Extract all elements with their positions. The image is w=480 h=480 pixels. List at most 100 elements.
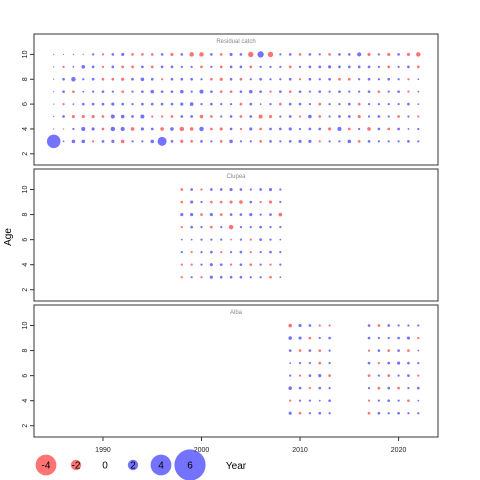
bubble (269, 225, 272, 229)
bubble (151, 115, 154, 118)
y-tick-label: 6 (22, 238, 29, 242)
bubble (289, 399, 292, 402)
bubble (190, 188, 194, 191)
bubble (269, 140, 272, 143)
bubble (279, 238, 282, 241)
bubble (279, 78, 282, 81)
bubble (229, 102, 233, 106)
bubble (180, 251, 183, 254)
bubble (239, 200, 243, 204)
bubble (239, 225, 243, 229)
bubble (387, 52, 391, 56)
y-tick-label: 4 (22, 127, 29, 131)
bubble (417, 90, 420, 93)
bubble (249, 65, 253, 69)
bubble (308, 114, 312, 119)
bubble (210, 127, 213, 131)
bubble (180, 65, 183, 68)
bubble (278, 90, 282, 94)
bubble (397, 90, 400, 94)
bubble (318, 361, 322, 365)
bubble (387, 77, 391, 81)
bubble (91, 114, 95, 119)
bubble (267, 51, 274, 58)
bubble (289, 362, 292, 365)
bubble (111, 65, 115, 69)
x-tick-label: 2010 (292, 447, 308, 454)
bubble (72, 53, 75, 56)
bubble (407, 115, 410, 118)
bubble (298, 349, 302, 352)
bubble (190, 65, 193, 68)
bubble (131, 102, 134, 106)
bubble (377, 78, 381, 81)
bubble (121, 65, 125, 69)
bubble (190, 140, 194, 143)
bubble (298, 374, 302, 377)
bubble (180, 102, 184, 106)
bubble (288, 102, 292, 106)
bubble (81, 102, 85, 106)
bubble (62, 128, 65, 130)
bubble (387, 386, 391, 390)
panel-title: Residual catch (216, 39, 255, 45)
bubble (258, 114, 263, 119)
bubble (239, 127, 243, 131)
bubble (239, 188, 243, 191)
bubble (120, 114, 125, 119)
bubble (377, 53, 381, 56)
bubble (407, 140, 410, 143)
bubble (248, 89, 253, 94)
bubble (249, 78, 252, 81)
bubble (199, 114, 204, 119)
bubble (229, 251, 233, 254)
bubble (259, 276, 262, 279)
bubble (279, 115, 282, 118)
bubble (377, 140, 381, 143)
bubble (298, 90, 302, 94)
bubble (318, 102, 322, 106)
bubble (220, 102, 223, 106)
bubble (190, 263, 193, 266)
bubble (210, 238, 213, 241)
bubble (288, 115, 292, 118)
bubble (180, 263, 183, 266)
panel-frame (33, 33, 439, 166)
panel-title: Alba (230, 310, 243, 316)
bubble (367, 90, 371, 94)
bubble (377, 102, 381, 106)
bubble (180, 53, 184, 56)
bubble (199, 89, 204, 94)
bubble (150, 139, 155, 144)
bubble (210, 53, 213, 56)
bubble (377, 374, 381, 377)
bubble (190, 115, 194, 118)
legend-bubble (150, 454, 172, 476)
bubble (82, 78, 85, 81)
bubble (318, 140, 321, 143)
bubble (209, 263, 213, 267)
bubble (111, 53, 115, 56)
bubble (298, 139, 302, 143)
y-tick-label: 6 (22, 102, 29, 106)
y-tick-label: 6 (22, 374, 29, 378)
bubble (377, 127, 381, 131)
legend-bubble (35, 454, 57, 476)
bubble (318, 399, 321, 402)
panel-residual-catch: Residual catch 2 4 6 8 10 (22, 33, 439, 166)
bubble (239, 77, 243, 81)
bubble (150, 77, 154, 81)
bubble (269, 275, 272, 279)
bubble (230, 238, 232, 241)
bubble (46, 134, 61, 149)
bubble (179, 126, 185, 132)
bubble (220, 225, 223, 229)
bubble (387, 349, 391, 352)
bubble (259, 213, 262, 216)
bubble (308, 53, 312, 56)
bubble (259, 225, 262, 229)
bubble (121, 90, 125, 94)
bubble (219, 263, 223, 267)
bubble (62, 53, 65, 56)
legend-label: -4 (42, 461, 51, 472)
